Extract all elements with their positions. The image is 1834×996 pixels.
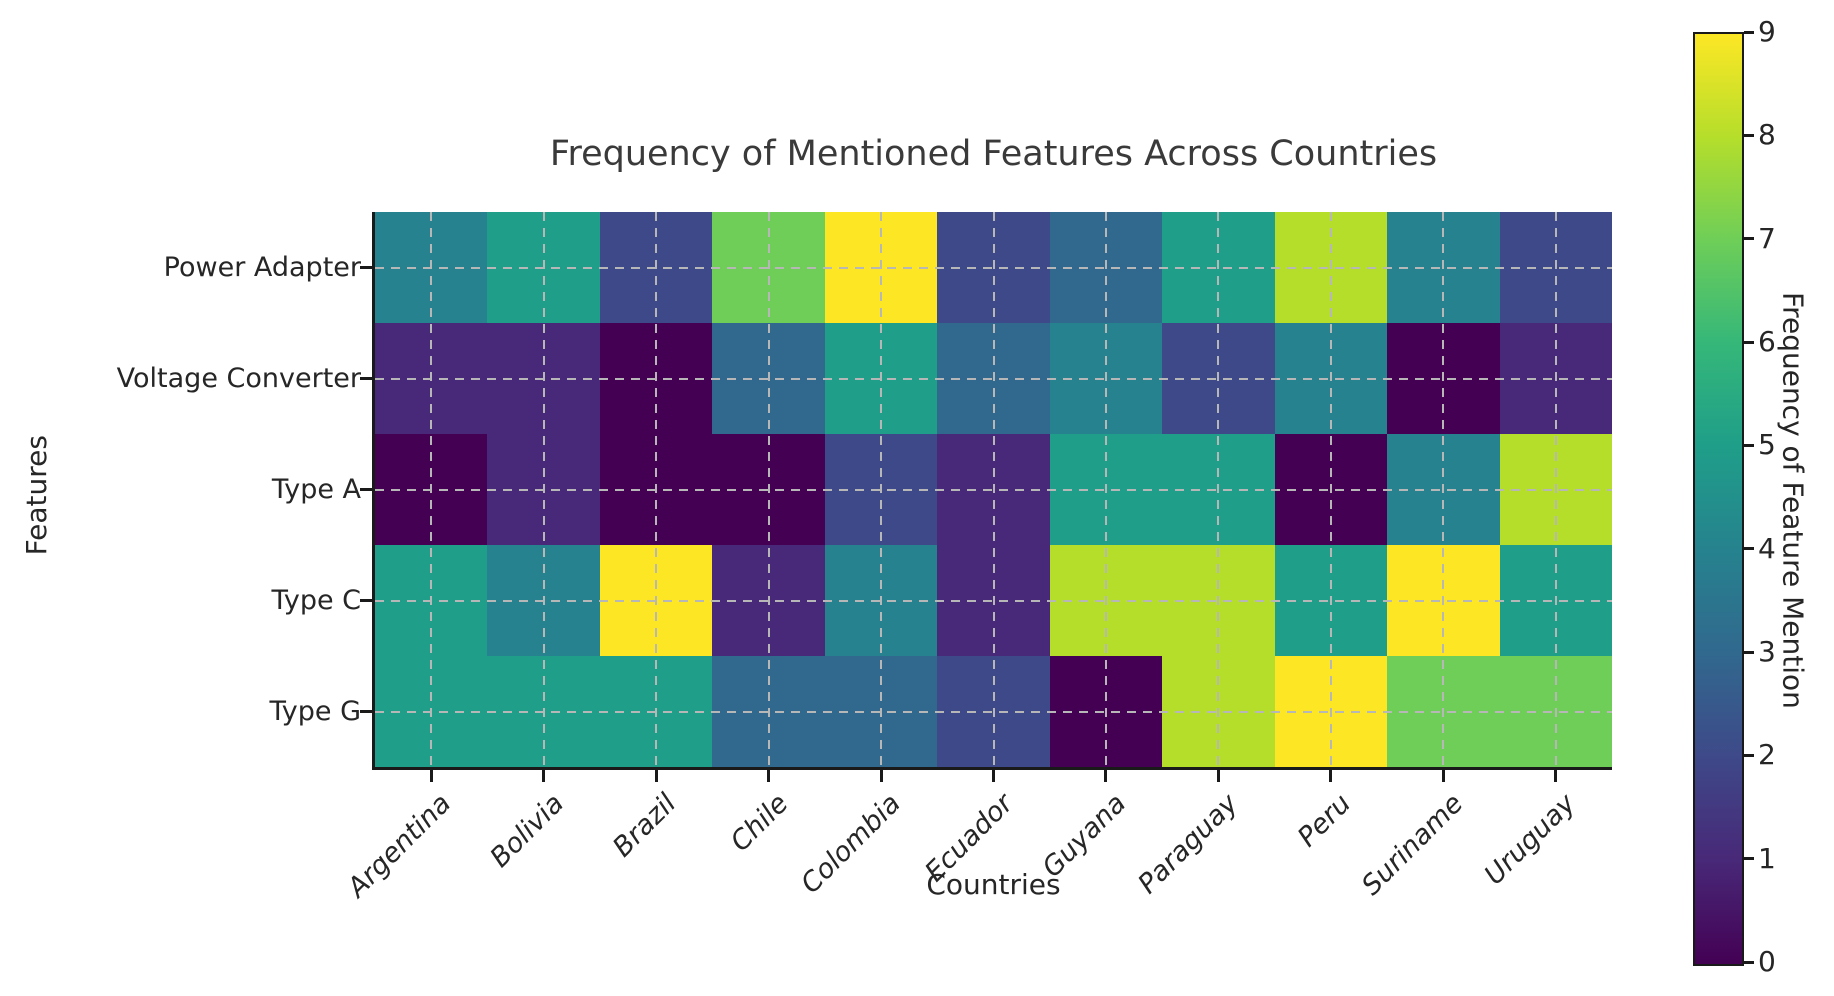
chart-title: Frequency of Mentioned Features Across C… <box>549 134 1438 174</box>
colorbar-label-wrap: Frequency of Feature Mention <box>1772 292 1814 709</box>
y-axis-spine <box>372 212 375 770</box>
y-axis-label: Features <box>19 434 53 556</box>
colorbar-tick-mark <box>1744 753 1754 757</box>
colorbar-tick-mark <box>1744 237 1754 241</box>
colorbar-tick-label: 5 <box>1758 428 1776 462</box>
gridline-horizontal <box>375 377 1612 380</box>
y-tick-mark <box>360 377 372 380</box>
colorbar-tick-mark <box>1744 443 1754 447</box>
x-tick-mark <box>1104 770 1108 782</box>
colorbar-tick-label: 2 <box>1758 738 1776 772</box>
colorbar-tick-label: 1 <box>1758 841 1776 875</box>
y-tick-label: Type G <box>269 695 361 727</box>
y-tick-label: Type A <box>271 473 361 505</box>
colorbar-tick-label: 6 <box>1758 325 1776 358</box>
gridline-horizontal <box>375 599 1612 602</box>
y-tick-mark <box>360 710 372 713</box>
x-tick-mark <box>1216 770 1220 782</box>
heatmap-plot-area <box>375 212 1612 767</box>
gridline-horizontal <box>375 266 1612 269</box>
gridline-horizontal <box>375 488 1612 491</box>
gridline-horizontal <box>375 710 1612 713</box>
x-tick-mark <box>879 770 883 782</box>
colorbar-tick-mark <box>1744 133 1754 137</box>
x-tick-mark <box>1554 770 1558 782</box>
colorbar-tick-mark <box>1744 857 1754 861</box>
y-axis-label-wrap: Features <box>18 420 54 570</box>
x-axis-spine <box>372 767 1612 770</box>
colorbar-tick-mark <box>1744 650 1754 654</box>
x-tick-mark <box>1329 770 1333 782</box>
colorbar-tick-mark <box>1744 547 1754 551</box>
x-tick-mark <box>992 770 995 782</box>
colorbar-tick-mark <box>1744 340 1754 344</box>
x-tick-label-wrap: Uruguay <box>1260 788 1582 891</box>
colorbar-tick-label: 8 <box>1758 118 1776 152</box>
colorbar-tick-mark <box>1744 30 1754 34</box>
colorbar-tick-label: 3 <box>1758 635 1776 668</box>
y-tick-mark <box>360 488 372 491</box>
colorbar-tick-label: 9 <box>1758 15 1776 48</box>
colorbar-gradient <box>1693 32 1744 966</box>
x-tick-mark <box>1441 770 1445 782</box>
x-tick-mark <box>767 770 771 782</box>
colorbar-tick-label: 7 <box>1758 221 1776 255</box>
y-tick-label: Type C <box>271 584 361 616</box>
x-tick-mark <box>654 770 658 782</box>
x-tick-mark <box>429 770 433 782</box>
colorbar-label: Frequency of Feature Mention <box>1776 291 1810 709</box>
y-tick-label: Power Adapter <box>163 251 361 283</box>
colorbar-tick-label: 0 <box>1758 945 1776 978</box>
y-tick-mark <box>360 266 372 269</box>
colorbar-tick-label: 4 <box>1758 531 1776 565</box>
y-tick-label: Voltage Converter <box>116 362 361 394</box>
y-tick-mark <box>360 599 372 602</box>
x-axis-label: Countries <box>926 868 1061 901</box>
colorbar-tick-mark <box>1744 960 1754 964</box>
x-tick-mark <box>542 770 546 782</box>
